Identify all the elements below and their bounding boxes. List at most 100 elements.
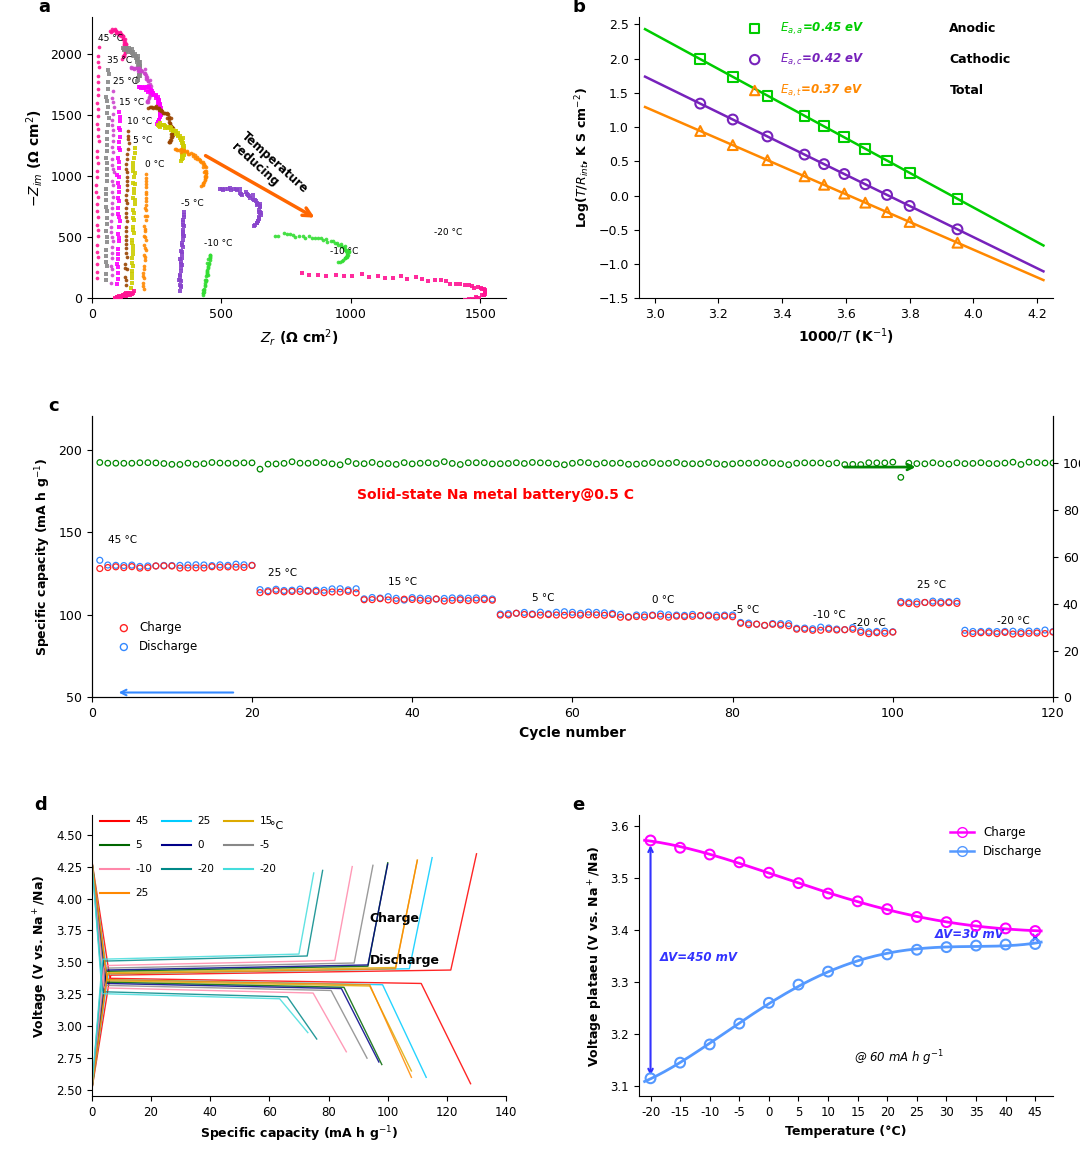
Point (468, 454, 485, 473)
Point (531, 603, 549, 622)
Point (324, 583, 341, 602)
Point (500, 454, 517, 473)
Point (103, 22, 120, 41)
Point (97, 247, 114, 265)
Text: Anodic: Anodic (949, 22, 997, 35)
Point (136, 59, 153, 78)
Point (104, 187, 121, 206)
Point (780, 617, 797, 636)
Point (110, 288, 127, 306)
Point (376, 269, 393, 288)
Point (124, 173, 141, 192)
Point (442, 275, 459, 293)
Text: 45: 45 (135, 816, 149, 826)
Point (97, 253, 114, 271)
Point (119, 127, 136, 146)
Point (89, 168, 106, 186)
Point (122, 285, 139, 304)
Point (122, 279, 139, 298)
Point (197, 274, 214, 292)
Point (162, 108, 179, 127)
Point (152, 101, 170, 120)
Point (91, 38, 108, 57)
Point (179, 454, 197, 473)
Point (384, 268, 402, 286)
Point (121, 285, 138, 304)
Point (157, 116, 174, 135)
Point (164, 122, 181, 141)
Point (475, 454, 492, 473)
Point (941, 455, 958, 474)
Point (972, 454, 989, 473)
Point (252, 198, 269, 217)
Point (756, 616, 773, 634)
Point (556, 603, 573, 622)
Point (215, 180, 232, 199)
Point (151, 94, 168, 113)
Point (89, 269, 106, 288)
Point (337, 242, 354, 261)
Point (112, 27, 130, 45)
Point (109, 269, 126, 288)
Point (339, 581, 356, 599)
Point (103, 212, 120, 230)
Point (245, 218, 262, 236)
Point (150, 91, 167, 109)
Point (820, 885, 837, 903)
Point (852, 622, 869, 640)
Point (89, 207, 106, 226)
Point (174, 230, 191, 249)
Point (98, 227, 116, 246)
Point (932, 594, 949, 612)
Point (91, 559, 108, 577)
Point (956, 620, 973, 639)
Point (152, 101, 170, 120)
Point (444, 454, 461, 473)
Point (203, 453, 220, 471)
Point (187, 555, 204, 574)
Point (474, 279, 491, 298)
Point (200, 249, 217, 268)
Point (131, 66, 148, 85)
Point (972, 624, 989, 643)
Point (116, 454, 133, 473)
Text: -20 °C: -20 °C (433, 228, 462, 237)
Point (109, 288, 126, 306)
Point (89, 201, 106, 220)
Point (131, 65, 148, 84)
Point (329, 253, 347, 271)
Point (319, 233, 336, 251)
Point (120, 284, 137, 303)
Point (772, 615, 789, 633)
Point (580, 605, 597, 624)
Point (804, 619, 822, 638)
Point (103, 256, 120, 275)
Point (724, 111, 741, 129)
Point (239, 186, 256, 205)
Point (118, 159, 135, 178)
Point (149, 90, 166, 108)
Point (419, 271, 436, 290)
Point (283, 453, 300, 471)
Point (138, 70, 156, 88)
Point (118, 186, 135, 205)
Point (354, 264, 372, 283)
Point (419, 454, 436, 473)
Point (110, 26, 127, 44)
Point (108, 166, 125, 185)
Point (107, 20, 124, 38)
Point (110, 207, 127, 226)
Point (1044, 623, 1062, 641)
Point (175, 206, 192, 225)
Point (692, 454, 710, 473)
Point (89, 262, 106, 281)
Point (171, 129, 188, 148)
Point (860, 454, 877, 473)
Point (160, 108, 177, 127)
Point (836, 455, 853, 474)
Point (98, 92, 116, 111)
Point (124, 256, 141, 275)
Point (116, 556, 133, 575)
Point (684, 605, 701, 624)
Point (644, 606, 661, 625)
